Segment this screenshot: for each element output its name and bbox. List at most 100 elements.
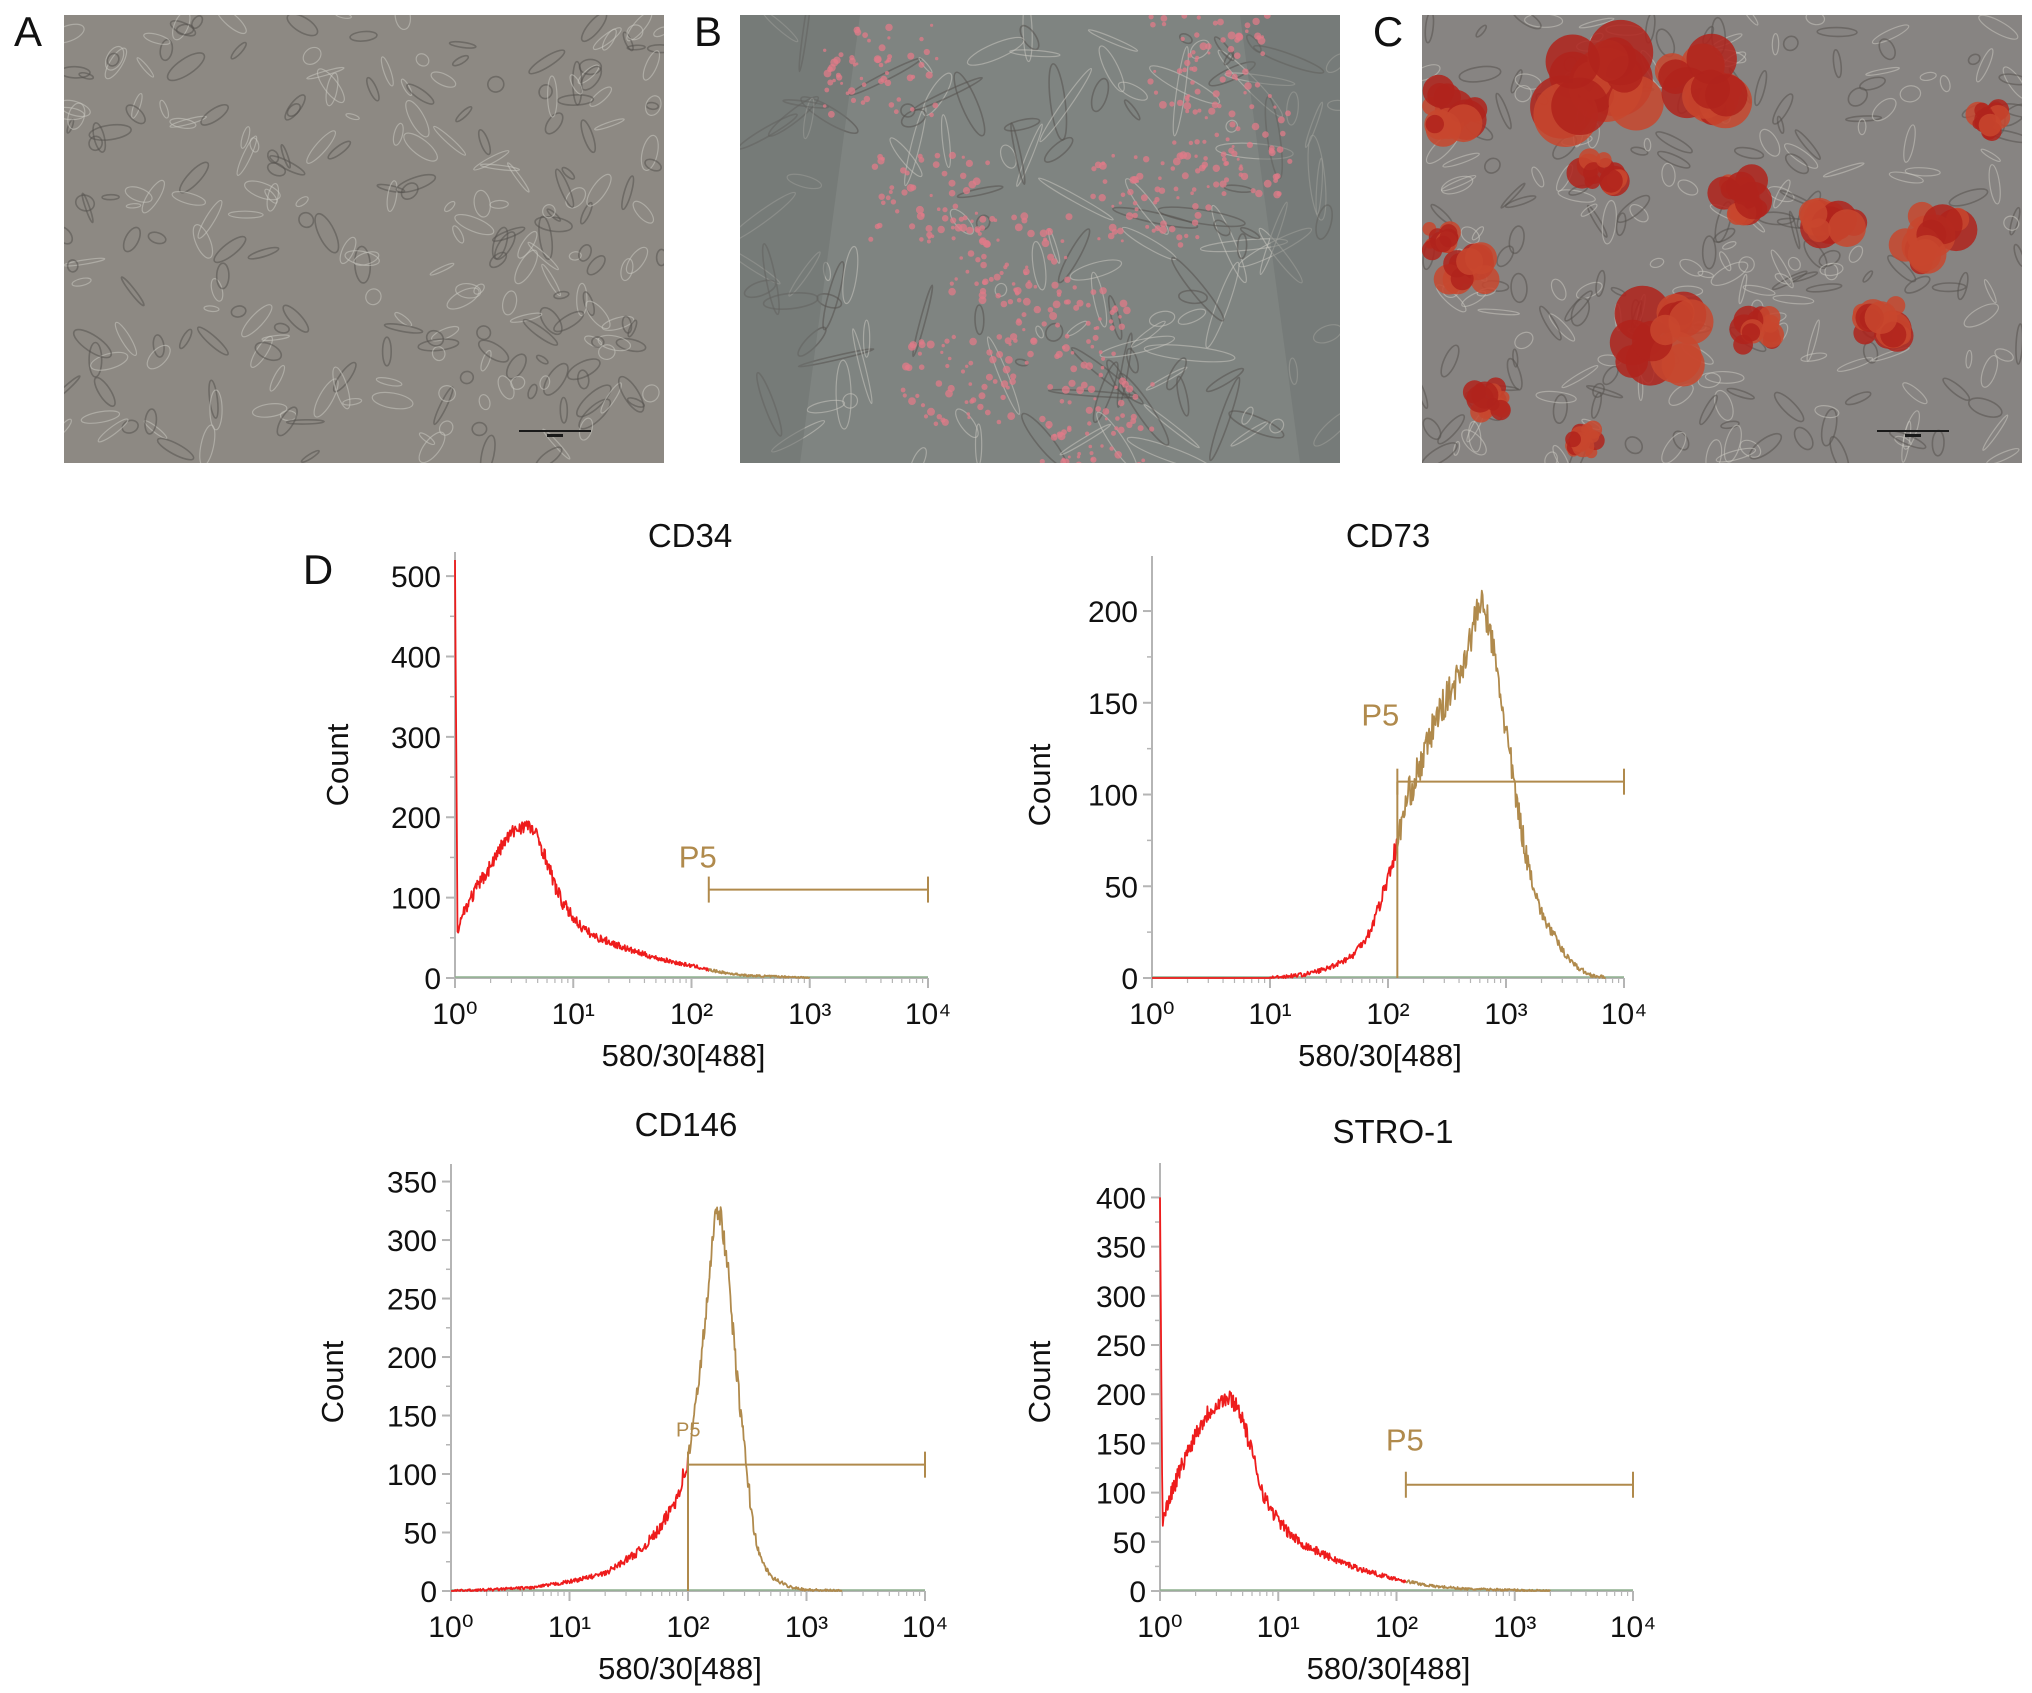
cell-outline	[124, 186, 153, 203]
cell-outline	[1535, 390, 1577, 404]
cell-outline	[1701, 235, 1717, 270]
lipid-droplet	[915, 393, 920, 398]
lipid-droplet	[1070, 351, 1075, 355]
y-tick-label: 300	[391, 722, 441, 755]
lipid-droplet	[984, 409, 991, 416]
lipid-droplet	[1158, 187, 1166, 194]
y-tick-label: 200	[1096, 1379, 1146, 1412]
cell-outline	[955, 408, 979, 438]
lipid-droplet	[1002, 365, 1011, 374]
cell-outline	[539, 375, 551, 390]
cell-outline	[230, 41, 247, 60]
cell-outline	[1595, 269, 1606, 297]
lipid-droplet	[937, 225, 945, 234]
lipid-droplet	[1160, 161, 1165, 166]
x-tick-label: 10⁴	[905, 998, 951, 1031]
cell-outline	[254, 341, 283, 362]
cell-outline	[655, 248, 664, 267]
cell-outline	[448, 40, 477, 49]
lipid-droplet	[947, 356, 952, 361]
cell-outline	[586, 173, 612, 207]
cell-outline	[566, 358, 601, 381]
cell-outline	[653, 26, 664, 38]
lipid-droplet	[1076, 461, 1082, 463]
lipid-droplet	[1118, 201, 1122, 205]
lipid-droplet	[1088, 444, 1093, 449]
cell-outline	[438, 420, 454, 436]
cell-outline	[514, 249, 538, 285]
lipid-droplet	[880, 156, 885, 161]
cell-outline	[1904, 167, 1941, 177]
cell-outline	[578, 244, 592, 262]
lipid-droplet	[1111, 351, 1116, 357]
cell-outline	[81, 192, 94, 224]
lipid-droplet	[1137, 425, 1144, 432]
cell-outline	[1124, 178, 1169, 235]
cell-outline	[169, 117, 197, 129]
lipid-droplet	[1132, 212, 1138, 219]
cell-outline	[1504, 195, 1537, 209]
micrograph-letter: C	[1373, 8, 1403, 55]
cell-outline	[966, 36, 1025, 66]
lipid-droplet	[1148, 15, 1154, 20]
lipid-droplet	[1015, 319, 1023, 326]
x-tick-label: 10¹	[548, 1611, 591, 1644]
cell-outline	[2009, 206, 2021, 236]
lipid-droplet	[1154, 225, 1161, 232]
cell-outline	[1643, 137, 1652, 152]
cell-outline	[1096, 411, 1138, 463]
lipid-droplet	[1149, 426, 1155, 432]
lipid-droplet	[967, 250, 975, 257]
cell-outline	[1931, 282, 1967, 293]
cell-outline	[591, 336, 605, 349]
lipid-droplet	[908, 397, 916, 405]
cell-outline	[1313, 409, 1340, 447]
lipid-droplet	[1051, 281, 1059, 289]
cell-outline	[446, 287, 480, 310]
cell-outline	[598, 344, 616, 361]
cell-outline	[1963, 303, 2000, 328]
lipid-droplet	[934, 152, 941, 159]
lipid-droplet	[878, 44, 886, 52]
lipid-droplet	[1101, 356, 1106, 361]
cell-outline	[203, 305, 220, 313]
cell-outline	[1538, 305, 1562, 341]
cell-outline	[80, 410, 121, 424]
lipid-droplet	[1208, 107, 1216, 115]
cell-outline	[922, 72, 953, 117]
lipid-droplet	[1045, 227, 1054, 236]
lipid-droplet	[1014, 223, 1023, 232]
cell-outline	[1422, 442, 1458, 463]
lipid-droplet	[1131, 176, 1139, 184]
cell-outline	[430, 325, 460, 342]
cell-outline	[251, 403, 288, 418]
lipid-droplet	[1030, 337, 1038, 345]
lipid-droplet	[1229, 121, 1236, 128]
lipid-droplet	[925, 225, 933, 232]
y-tick-label: 100	[1096, 1478, 1146, 1511]
cell-outline	[1157, 206, 1246, 228]
lipid-droplet	[1016, 297, 1022, 303]
lipid-droplet	[996, 334, 1003, 340]
cell-outline	[1564, 290, 1593, 322]
histogram-negative	[1159, 1197, 1407, 1584]
lipid-droplet	[1272, 173, 1280, 180]
cell-outline	[822, 260, 845, 331]
x-tick-label: 10⁴	[1601, 998, 1647, 1031]
lipid-droplet	[1104, 417, 1108, 421]
lipid-droplet	[989, 356, 997, 364]
lipid-droplet	[992, 379, 998, 384]
lipid-droplet	[1093, 326, 1098, 331]
lipid-droplet	[1153, 200, 1158, 205]
lipid-droplet	[1114, 426, 1119, 431]
cell-outline	[276, 406, 298, 437]
cell-outline	[1948, 188, 1989, 207]
lipid-droplet	[951, 334, 956, 340]
cell-outline	[1901, 420, 1912, 463]
cell-outline	[1236, 233, 1248, 260]
lipid-droplet	[1234, 37, 1240, 43]
lipid-droplet	[974, 211, 979, 215]
cell-outline	[209, 389, 223, 431]
cell-outline	[280, 143, 291, 169]
